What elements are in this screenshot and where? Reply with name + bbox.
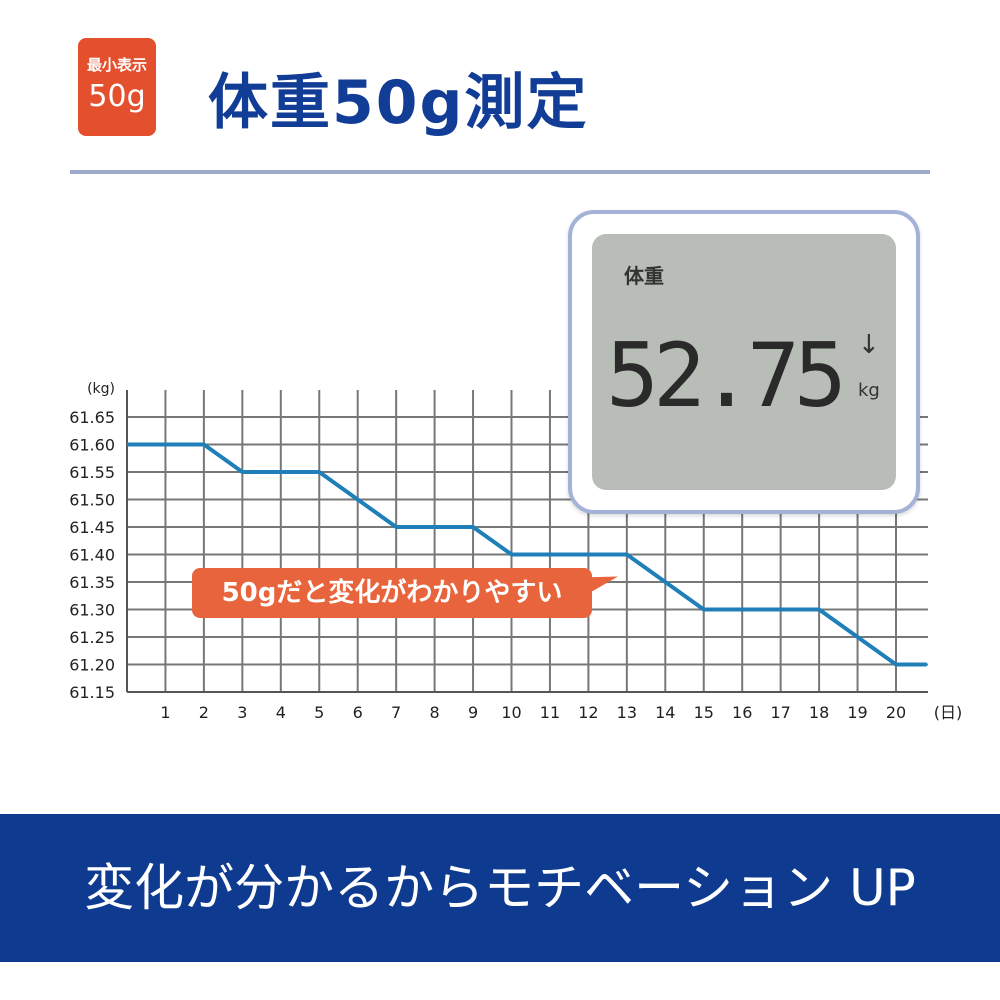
x-tick-label: 1: [160, 703, 170, 722]
x-tick-label: 20: [886, 703, 906, 722]
x-tick-label: 8: [430, 703, 440, 722]
page-title: 体重50g測定: [208, 68, 589, 138]
lcd-weight-value: 52.75: [606, 324, 847, 427]
badge-label: 最小表示: [86, 56, 147, 74]
x-tick-label: 7: [391, 703, 401, 722]
x-axis-label: (日): [934, 703, 963, 722]
min-display-badge: 最小表示 50g: [78, 38, 156, 136]
y-tick-label: 61.50: [69, 491, 115, 510]
x-tick-label: 6: [353, 703, 363, 722]
y-tick-label: 61.40: [69, 546, 115, 565]
divider: [70, 170, 930, 174]
y-tick-label: 61.20: [69, 656, 115, 675]
x-tick-label: 17: [770, 703, 790, 722]
y-tick-label: 61.30: [69, 601, 115, 620]
x-tick-label: 18: [809, 703, 829, 722]
y-tick-label: 61.25: [69, 628, 115, 647]
y-tick-label: 61.65: [69, 408, 115, 427]
scale-display: 体重 52.75 ↓ kg: [568, 210, 920, 514]
x-tick-label: 19: [847, 703, 867, 722]
y-tick-label: 61.45: [69, 518, 115, 537]
x-tick-label: 16: [732, 703, 752, 722]
lcd-unit: kg: [858, 380, 880, 401]
bottom-banner: 変化が分かるからモチベーション UP: [0, 814, 1000, 962]
y-tick-label: 61.35: [69, 573, 115, 592]
lcd-screen: 体重 52.75 ↓ kg: [592, 234, 896, 490]
badge-value: 50g: [88, 79, 146, 114]
callout-bubble: 50gだと変化がわかりやすい: [192, 568, 592, 618]
y-axis-label: (kg): [87, 381, 115, 397]
x-tick-label: 14: [655, 703, 675, 722]
y-tick-label: 61.55: [69, 463, 115, 482]
x-tick-label: 15: [694, 703, 714, 722]
x-tick-label: 9: [468, 703, 478, 722]
x-tick-label: 10: [501, 703, 521, 722]
lcd-label: 体重: [624, 264, 664, 288]
x-tick-label: 12: [578, 703, 598, 722]
x-tick-label: 5: [314, 703, 324, 722]
x-tick-label: 4: [276, 703, 286, 722]
weight-series-line: [127, 442, 927, 667]
down-arrow-icon: ↓: [858, 330, 880, 360]
x-tick-label: 3: [237, 703, 247, 722]
y-tick-label: 61.60: [69, 436, 115, 455]
x-tick-label: 11: [540, 703, 560, 722]
y-tick-label: 61.15: [69, 683, 115, 702]
x-tick-label: 2: [199, 703, 209, 722]
x-tick-label: 13: [617, 703, 637, 722]
